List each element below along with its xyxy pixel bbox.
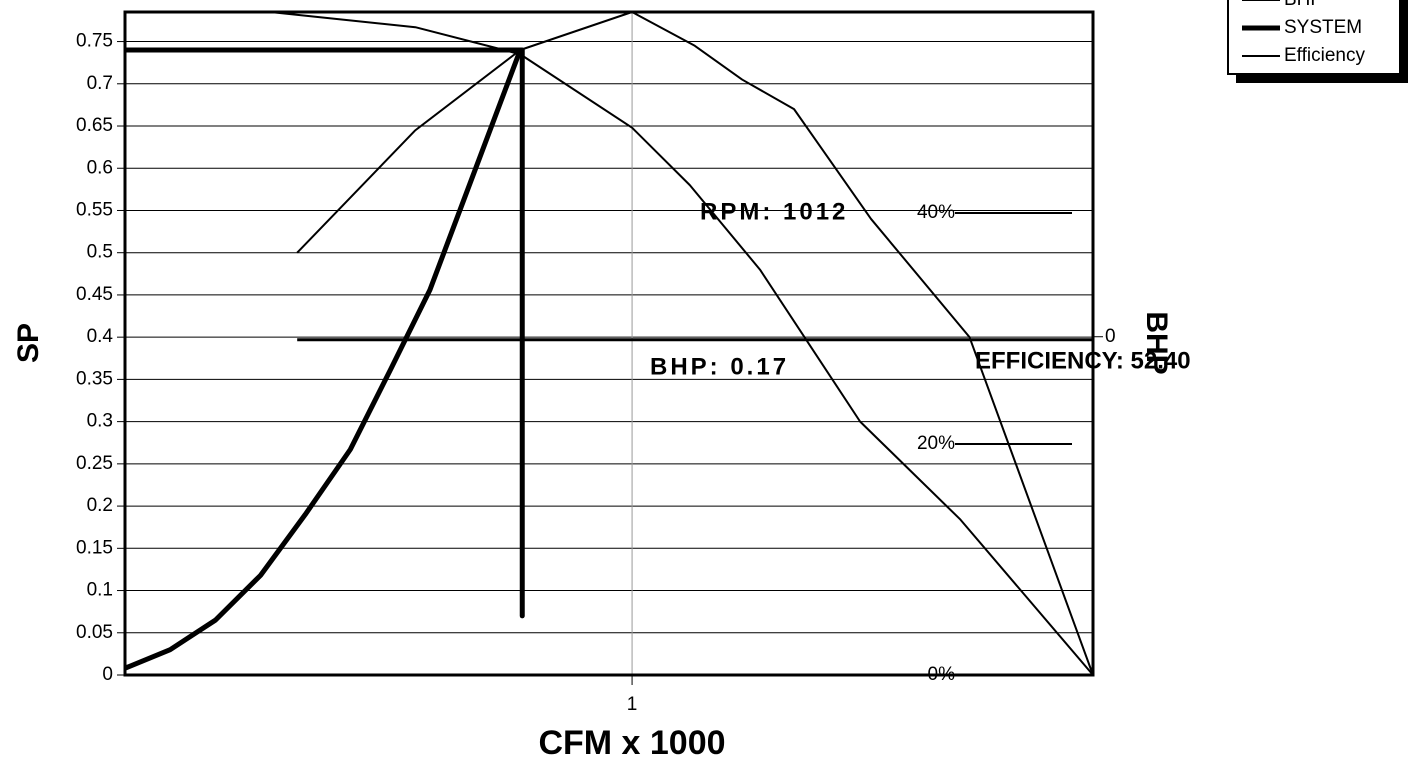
y-tick-label: 0.65 — [76, 115, 113, 136]
series-line — [296, 11, 1094, 676]
y-tick-label: 0.05 — [76, 622, 113, 643]
legend-box — [1227, 0, 1401, 75]
y-tick-label: 0.15 — [76, 537, 113, 558]
y-tick-label: 0.2 — [87, 495, 113, 516]
series-line — [124, 49, 523, 671]
y-tick-label: 0.25 — [76, 453, 113, 474]
annotation: RPM: 1012 — [700, 198, 848, 225]
legend-label: Efficiency — [1284, 45, 1365, 66]
y-axis-label: SP — [12, 323, 45, 363]
series-line — [270, 11, 1094, 676]
x-tick-label: 1 — [627, 694, 638, 715]
y-tick-label: 0.1 — [87, 580, 113, 601]
y-tick-label: 0.45 — [76, 284, 113, 305]
y-tick-label: 0 — [102, 664, 113, 685]
y-tick-label: 0.75 — [76, 31, 113, 52]
y-tick-label: 0.5 — [87, 242, 113, 263]
y-tick-label: 0.3 — [87, 411, 113, 432]
y-tick-label: 0.55 — [76, 199, 113, 220]
legend-label: SYSTEM — [1284, 17, 1362, 38]
legend: BHP SYSTEM Efficiency — [1227, 0, 1408, 83]
y3-tick-label: 20% — [917, 433, 955, 454]
annotation: EFFICIENCY: 52.40 — [975, 347, 1191, 374]
y-tick-label: 0.7 — [87, 73, 113, 94]
legend-label: BHP — [1284, 0, 1323, 10]
y-tick-label: 0.6 — [87, 157, 113, 178]
y3-tick-label: 40% — [917, 202, 955, 223]
plot-frame — [123, 10, 1095, 677]
x-axis-label: CFM x 1000 — [538, 724, 725, 762]
y2-axis-label: BHP — [1140, 311, 1173, 374]
annotation: BHP: 0.17 — [650, 353, 789, 380]
y-tick-label: 0.4 — [87, 326, 114, 347]
y2-tick-label: 0 — [1105, 326, 1116, 347]
y-tick-label: 0.35 — [76, 368, 113, 389]
